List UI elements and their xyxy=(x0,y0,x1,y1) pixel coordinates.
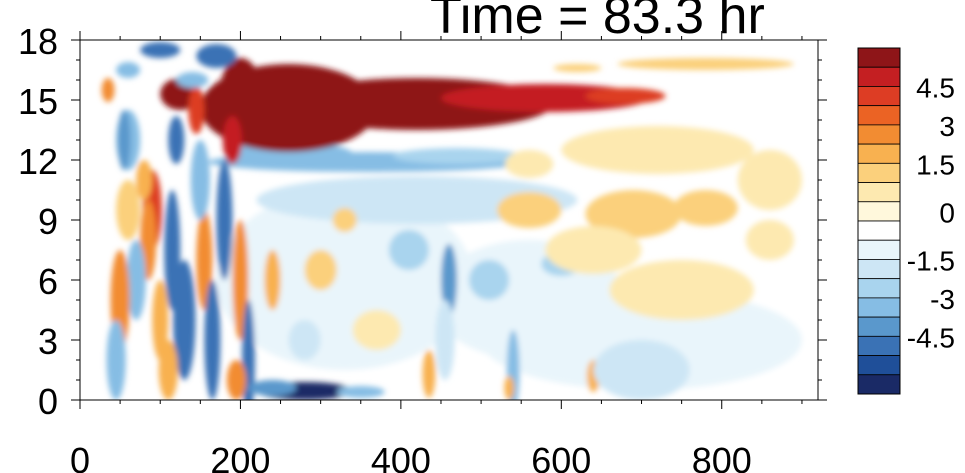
y-tick-label: 18 xyxy=(18,21,58,62)
contour-region xyxy=(673,190,738,226)
contour-region xyxy=(609,260,754,320)
colorbar-box xyxy=(857,66,901,87)
colorbar-box xyxy=(857,297,901,318)
colorbar-label: 3 xyxy=(939,111,955,142)
colorbar-box xyxy=(857,316,901,337)
contour-region xyxy=(116,180,141,240)
colorbar-frame xyxy=(857,47,901,395)
contour-region xyxy=(173,260,196,380)
contour-region xyxy=(220,58,261,122)
contour-region xyxy=(440,244,458,316)
colorbar-box xyxy=(857,182,901,203)
x-tick-label: 800 xyxy=(692,440,752,473)
colorbar-box xyxy=(857,278,901,299)
contour-region xyxy=(336,386,385,398)
contour-region xyxy=(117,110,131,170)
contour-region xyxy=(190,140,210,220)
colorbar-box xyxy=(857,143,901,164)
contour-region xyxy=(126,240,146,320)
contour-region xyxy=(158,340,178,400)
contour-region xyxy=(204,280,221,400)
contour-region xyxy=(168,116,185,164)
colorbar-box xyxy=(857,239,901,260)
x-tick-label: 200 xyxy=(210,440,270,473)
contour-region xyxy=(232,220,249,340)
y-tick-label: 3 xyxy=(38,321,58,362)
y-tick-label: 9 xyxy=(38,201,58,242)
contour-region xyxy=(106,320,126,400)
contour-region xyxy=(288,320,321,360)
colorbar-box xyxy=(857,162,901,183)
colorbar: 4.5 3 1.5 0 -1.5 -3 -4.5 xyxy=(857,47,955,395)
contour-region xyxy=(222,116,243,164)
contour-region xyxy=(140,42,181,58)
contour-region xyxy=(593,340,690,400)
contour-region xyxy=(332,208,357,232)
colorbar-box xyxy=(857,374,901,395)
contour-region xyxy=(435,300,455,380)
chart-title: Time = 83.3 hr xyxy=(430,0,765,45)
contour-region xyxy=(497,192,562,228)
contour-field xyxy=(101,42,802,400)
colorbar-box xyxy=(857,47,901,68)
contour-region xyxy=(264,250,281,310)
colorbar-box xyxy=(857,86,901,107)
contour-region xyxy=(226,360,247,400)
colorbar-label: -1.5 xyxy=(907,245,955,276)
x-tick-label: 600 xyxy=(531,440,591,473)
contour-region xyxy=(304,250,337,290)
colorbar-label: -3 xyxy=(930,284,955,315)
contour-region xyxy=(504,376,514,400)
colorbar-label: 4.5 xyxy=(916,72,955,103)
y-tick-label: 0 xyxy=(38,381,58,422)
colorbar-label: 1.5 xyxy=(916,149,955,180)
colorbar-box xyxy=(857,355,901,376)
contour-region xyxy=(101,78,115,102)
contour-region xyxy=(196,44,237,68)
contour-region xyxy=(216,160,233,280)
contour-region xyxy=(585,190,682,238)
contour-region xyxy=(745,220,794,260)
plot-area xyxy=(80,40,818,400)
contour-region xyxy=(152,280,169,360)
contour-region xyxy=(248,380,297,396)
y-tick-label: 15 xyxy=(18,81,58,122)
contour-region xyxy=(188,86,205,134)
contour-region xyxy=(136,160,153,200)
contour-region xyxy=(545,226,642,274)
contour-region xyxy=(422,350,436,398)
colorbar-box xyxy=(857,335,901,356)
contour-region xyxy=(392,148,522,164)
contour-region xyxy=(116,62,141,78)
colorbar-label: 0 xyxy=(939,197,955,228)
y-tick-label: 6 xyxy=(38,261,58,302)
contour-region xyxy=(505,150,554,178)
contour-region xyxy=(352,310,401,350)
colorbar-box xyxy=(857,201,901,222)
contour-region xyxy=(242,300,255,400)
x-tick-label: 0 xyxy=(70,440,90,473)
contour-region xyxy=(196,210,213,310)
contour-region xyxy=(553,64,602,72)
contour-region xyxy=(176,72,209,88)
axes: 0 200 400 600 800 0 3 6 9 12 15 18 xyxy=(18,21,827,473)
colorbar-label: -4.5 xyxy=(907,322,955,353)
contour-region xyxy=(617,58,794,70)
contour-region xyxy=(585,88,666,104)
colorbar-box xyxy=(857,259,901,280)
x-tick-label: 400 xyxy=(371,440,431,473)
colorbar-box xyxy=(857,105,901,126)
y-tick-label: 12 xyxy=(18,141,58,182)
contour-region xyxy=(737,150,802,210)
colorbar-box xyxy=(857,124,901,145)
contour-region xyxy=(561,126,754,174)
contour-region xyxy=(469,260,510,300)
colorbar-box xyxy=(857,220,901,241)
contour-region xyxy=(388,230,429,270)
